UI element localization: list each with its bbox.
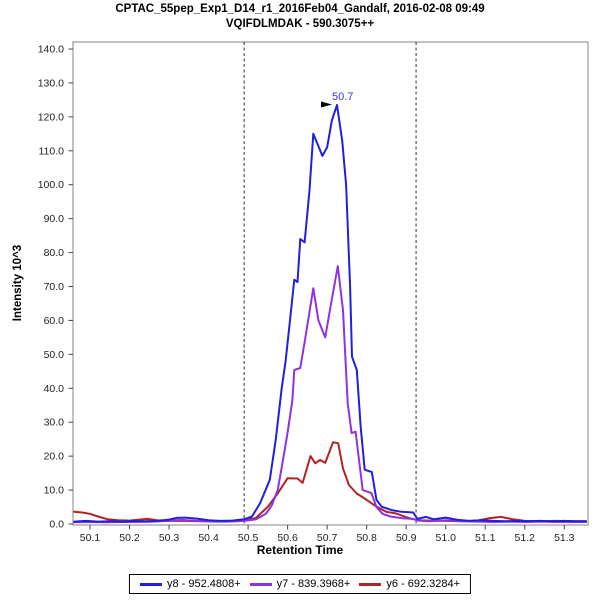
series-line-y7	[73, 265, 587, 524]
y-tick-label: 70.0	[44, 281, 65, 293]
y-tick-label: 30.0	[44, 417, 65, 429]
y-tick-label: 140.0	[38, 44, 64, 56]
legend-swatch-y6-icon	[359, 582, 382, 586]
y-tick-label: 110.0	[39, 145, 65, 157]
peak-arrow-icon	[321, 101, 333, 108]
legend-label-y6: y6 - 692.3284+	[386, 578, 461, 590]
y-tick-label: 80.0	[44, 247, 65, 259]
y-tick-label: 0.0	[49, 519, 64, 531]
x-tick-label: 51.2	[515, 532, 536, 544]
legend-label-y8: y8 - 952.4808+	[166, 578, 241, 590]
y-tick-label: 120.0	[38, 111, 64, 123]
legend-label-y7: y7 - 839.3968+	[276, 578, 351, 590]
plot-border	[72, 41, 589, 526]
legend-item-y8: y8 - 952.4808+	[139, 578, 241, 590]
x-tick-label: 51.3	[554, 532, 575, 544]
x-tick-label: 50.2	[119, 532, 140, 544]
y-tick-label: 90.0	[44, 213, 65, 225]
x-tick-label: 50.7	[317, 532, 338, 544]
chart-subtitle: VQIFDLMDAK - 590.3075++	[225, 18, 375, 30]
x-tick-label: 50.1	[80, 532, 101, 544]
x-tick-label: 50.3	[159, 532, 180, 544]
x-tick-label: 50.8	[356, 532, 377, 544]
y-tick-label: 20.0	[44, 451, 65, 463]
x-tick-label: 50.6	[277, 532, 298, 544]
legend-item-y6: y6 - 692.3284+	[359, 578, 460, 590]
x-tick-label: 50.5	[238, 532, 259, 544]
chart-title: CPTAC_55pep_Exp1_D14_r1_2016Feb04_Gandal…	[115, 3, 485, 15]
y-tick-label: 50.0	[44, 349, 65, 361]
peak-rt-annotation[interactable]: 50.7	[332, 91, 353, 103]
x-tick-label: 51.1	[475, 532, 496, 544]
y-tick-label: 60.0	[44, 315, 65, 327]
y-tick-label: 40.0	[44, 383, 65, 395]
series-line-y6	[73, 441, 587, 523]
legend: y8 - 952.4808+ y7 - 839.3968+ y6 - 692.3…	[128, 574, 472, 594]
x-tick-label: 50.4	[198, 532, 219, 544]
y-tick-label: 10.0	[44, 485, 65, 497]
y-tick-label: 100.0	[38, 179, 64, 191]
legend-swatch-y7-icon	[249, 582, 272, 586]
series-line-y8	[73, 104, 587, 523]
legend-item-y7: y7 - 839.3968+	[249, 578, 351, 590]
legend-swatch-y8-icon	[139, 582, 162, 586]
x-tick-label: 51.0	[435, 532, 456, 544]
x-tick-label: 50.9	[396, 532, 417, 544]
y-tick-label: 130.0	[38, 77, 64, 89]
x-axis-title: Retention Time	[256, 543, 344, 557]
